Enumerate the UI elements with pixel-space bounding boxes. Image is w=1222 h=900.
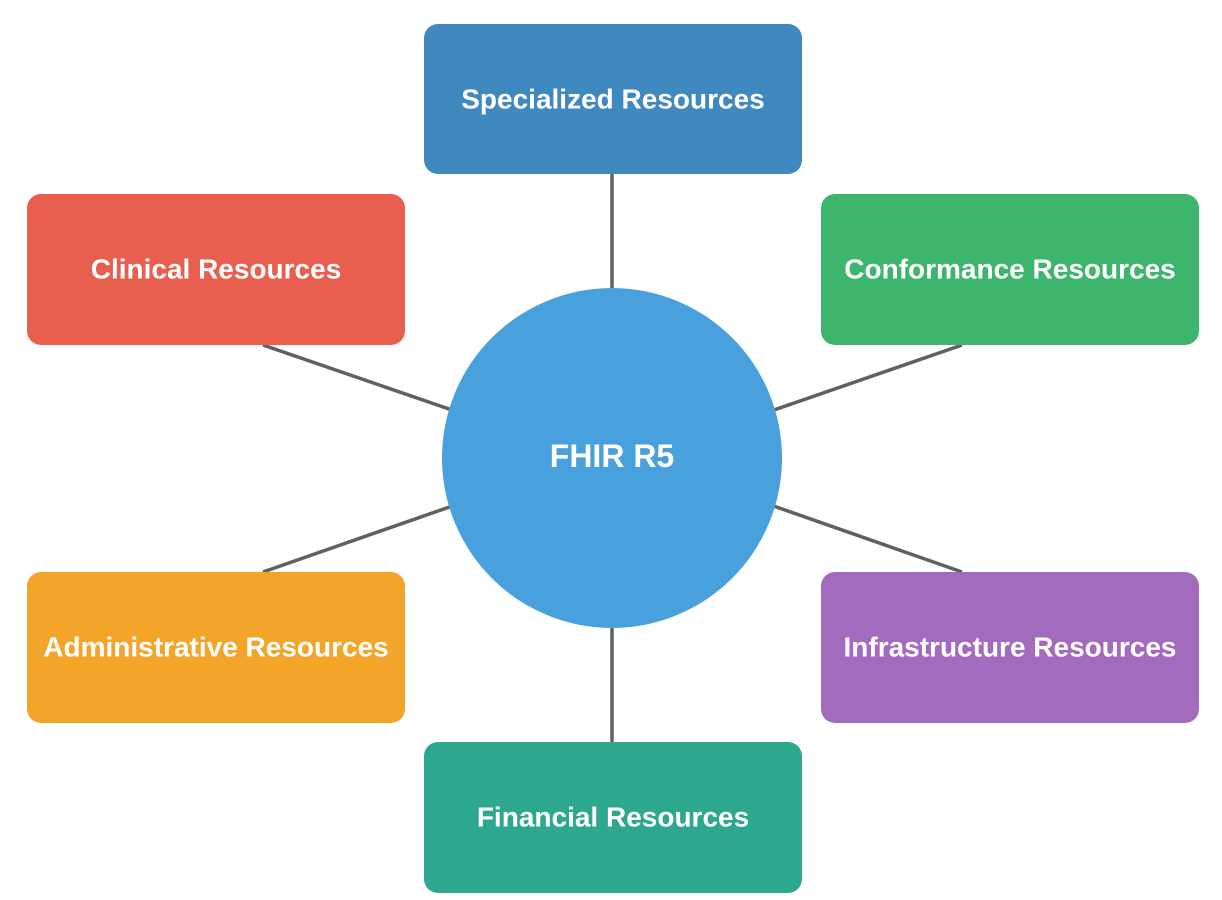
node-financial: Financial Resources (424, 742, 802, 893)
node-conformance: Conformance Resources (821, 194, 1199, 345)
node-label: Conformance Resources (844, 254, 1175, 285)
connector-conformance (744, 343, 963, 422)
node-label: Specialized Resources (461, 84, 764, 115)
connectors (262, 174, 963, 742)
node-box (424, 24, 802, 174)
node-box (821, 572, 1199, 723)
node-specialized: Specialized Resources (424, 24, 802, 174)
node-administrative: Administrative Resources (27, 572, 405, 723)
node-box (821, 194, 1199, 345)
node-label: Administrative Resources (43, 632, 388, 663)
node-label: Clinical Resources (91, 254, 342, 285)
node-label: Financial Resources (477, 802, 749, 833)
connector-administrative (262, 494, 482, 574)
hub-node: FHIR R5 (442, 288, 782, 628)
node-box (424, 742, 802, 893)
hub-circle (442, 288, 782, 628)
connector-infrastructure (744, 494, 963, 574)
node-label: Infrastructure Resources (843, 632, 1176, 663)
hub-label: FHIR R5 (550, 438, 674, 474)
node-infrastructure: Infrastructure Resources (821, 572, 1199, 723)
node-box (27, 194, 405, 345)
node-box (27, 572, 405, 723)
node-clinical: Clinical Resources (27, 194, 405, 345)
connector-clinical (262, 343, 482, 422)
